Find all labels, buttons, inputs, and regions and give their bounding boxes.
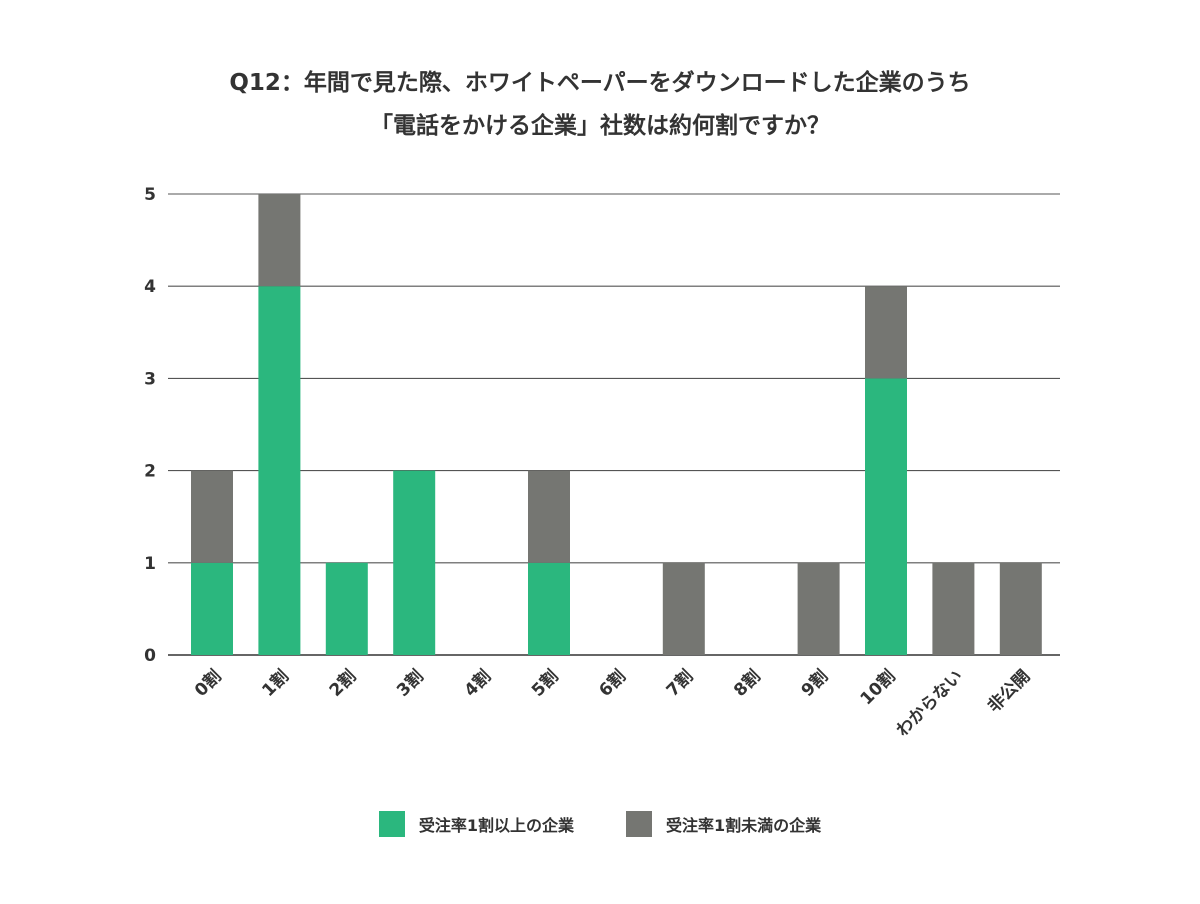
x-tick-label: 6割 [595,666,630,701]
bar-segment-series-2 [932,562,975,655]
y-tick-label: 0 [144,646,156,666]
chart-title: Q12：年間で見た際、ホワイトペーパーをダウンロードした企業のうち 「電話をかけ… [0,62,1200,148]
x-tick-label: 2割 [325,666,360,701]
y-tick-label: 3 [144,369,156,389]
x-tick-label: 4割 [460,666,495,701]
x-tick-label: 7割 [662,666,697,701]
bar-segment-series-1 [325,562,368,655]
x-tick-label: 10割 [856,666,900,710]
legend-swatch-series-2 [626,811,652,837]
x-tick-label: 1割 [258,666,293,701]
chart-title-line-1: Q12：年間で見た際、ホワイトペーパーをダウンロードした企業のうち [229,70,971,96]
x-tick-label: 9割 [797,666,832,701]
legend: 受注率1割以上の企業 受注率1割未満の企業 [0,811,1200,837]
bar-segment-series-2 [191,470,233,563]
bar-segment-series-2 [662,562,705,655]
legend-item-series-1: 受注率1割以上の企業 [378,811,574,837]
x-tick-label: 3割 [392,666,427,701]
legend-item-series-2: 受注率1割未満の企業 [626,811,821,837]
bar-segment-series-1 [865,378,907,655]
y-tick-label: 4 [144,277,156,297]
legend-label-series-2: 受注率1割未満の企業 [666,816,822,835]
x-tick-label: 0割 [190,666,225,701]
bar-segment-series-1 [393,470,436,655]
bar-segment-series-1 [258,286,301,655]
y-tick-label: 1 [144,554,156,574]
x-tick-label: 5割 [527,666,562,701]
legend-swatch-series-1 [378,811,405,837]
bar-segment-series-2 [528,470,570,563]
bar-segment-series-1 [528,562,570,655]
bar-segment-series-2 [999,562,1042,655]
bar-segment-series-2 [865,286,907,379]
chart-title-line-2: 「電話をかける企業」社数は約何割ですか？ [370,113,830,139]
x-tick-label: 8割 [729,666,764,701]
y-tick-label: 5 [144,185,156,205]
x-tick-label: わからない [893,666,967,740]
bar-segment-series-1 [191,562,233,655]
legend-label-series-1: 受注率1割以上の企業 [418,816,574,835]
y-tick-label: 2 [144,462,156,482]
x-tick-label: 非公開 [983,666,1034,717]
bar-segment-series-2 [797,562,840,655]
bar-segment-series-2 [258,194,301,287]
